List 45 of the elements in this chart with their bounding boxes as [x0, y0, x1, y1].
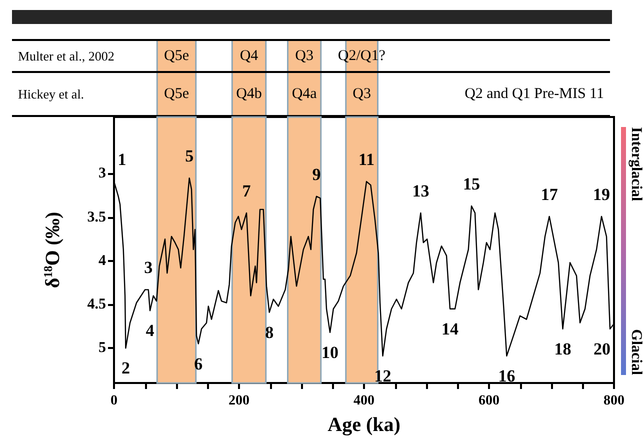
y-tick-label: 4.5 [87, 296, 106, 313]
text: Interglacial [628, 127, 644, 202]
text: Q4b [236, 86, 262, 102]
annotation: 13 [412, 181, 430, 200]
x-tick-label: 0 [110, 394, 118, 408]
x-tick-label: 200 [228, 394, 250, 408]
annotation: 4 [146, 321, 155, 340]
annotation: 3 [144, 258, 153, 278]
text: Q2/Q1? [338, 48, 386, 64]
annotation: 20 [594, 339, 610, 358]
text: Q2 and Q1 Pre-MIS 11 [464, 86, 604, 102]
annotation: 1 [118, 150, 126, 170]
annotation: 5 [185, 146, 194, 166]
text: Glacial [628, 329, 644, 375]
y-tick-label: 3.5 [87, 209, 106, 226]
text: Hickey et al. [18, 86, 84, 102]
x-axis-title: Age (ka) [328, 414, 400, 436]
annotation: 8 [265, 322, 274, 342]
text: Q3 [295, 48, 314, 64]
text: Q3 [352, 86, 371, 102]
annotation: 2 [121, 358, 130, 378]
annotation: 16 [498, 366, 516, 386]
annotation: 14 [442, 319, 459, 338]
annotation: 15 [463, 174, 480, 194]
y-tick-label: 5 [98, 340, 106, 356]
annotation: 19 [593, 184, 610, 204]
annotation: 12 [374, 366, 392, 386]
annotation: 9 [312, 164, 321, 184]
y-tick-label: 3 [98, 166, 106, 182]
text: Q4 [240, 48, 259, 64]
x-tick-label: 400 [354, 394, 374, 408]
text: Q5e [164, 48, 190, 64]
x-tick-label: 600 [478, 394, 500, 408]
annotation: 11 [358, 150, 375, 170]
annotation: 7 [242, 181, 252, 200]
text: Multer et al., 2002 [18, 48, 114, 64]
annotation: 10 [322, 342, 338, 362]
annotation: 18 [554, 339, 572, 358]
text: Q5e [164, 86, 190, 102]
y-tick-label: 4 [98, 252, 106, 269]
annotation: 17 [540, 184, 558, 204]
text: Q4a [292, 86, 318, 102]
annotation: 6 [194, 354, 203, 374]
y-axis-title: δ18O (‰) [41, 212, 64, 288]
x-tick-label: 800 [604, 394, 624, 408]
